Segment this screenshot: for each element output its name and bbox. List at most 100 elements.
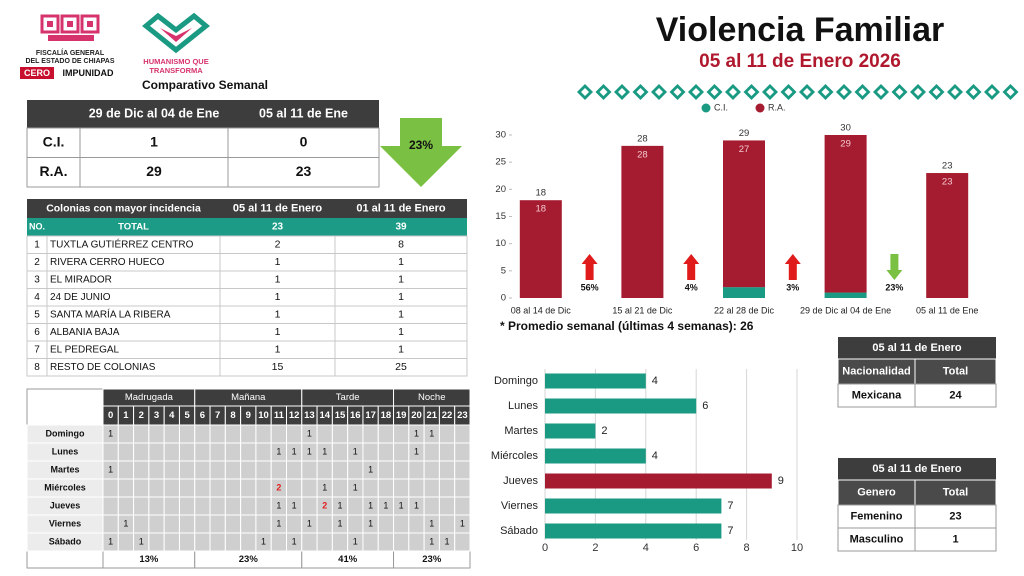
decor-diamond-inner bbox=[581, 88, 589, 96]
column-header-cell bbox=[914, 358, 997, 385]
heat-cell bbox=[347, 514, 364, 534]
heat-count: 1 bbox=[292, 500, 297, 510]
fiscalia-logo bbox=[20, 14, 100, 79]
heat-cell bbox=[163, 478, 180, 498]
hour-label: 10 bbox=[258, 410, 269, 421]
heat-cell bbox=[316, 460, 333, 480]
heat-cell bbox=[163, 460, 180, 480]
total-label: 18 bbox=[536, 188, 547, 199]
cell-value: 25 bbox=[395, 361, 407, 373]
heat-cell bbox=[377, 514, 395, 534]
heat-cell bbox=[224, 424, 242, 444]
table-title: 05 al 11 de Enero bbox=[872, 463, 962, 475]
heat-cell bbox=[194, 478, 211, 498]
heat-cell bbox=[163, 532, 180, 552]
heat-cell bbox=[224, 460, 242, 480]
column-header: 05 al 11 de Enero bbox=[233, 202, 323, 214]
heat-cell bbox=[408, 460, 425, 480]
heat-cell bbox=[423, 442, 440, 462]
heat-cell bbox=[393, 442, 410, 462]
column-header: Total bbox=[943, 486, 968, 498]
change-label: 56% bbox=[581, 282, 599, 292]
decor-diamond-inner bbox=[784, 88, 793, 96]
period-name: Mañana bbox=[231, 392, 266, 403]
day-label: Sábado bbox=[49, 536, 82, 546]
hour-label: 1 bbox=[123, 410, 129, 421]
total-label: TOTAL bbox=[118, 222, 149, 233]
decor-diamond-inner bbox=[710, 88, 719, 96]
heat-cell bbox=[454, 532, 471, 552]
org-line: DEL ESTADO DE CHIAPAS bbox=[25, 58, 114, 65]
bar bbox=[545, 373, 646, 389]
heat-count: 1 bbox=[108, 536, 113, 546]
heat-cell bbox=[377, 532, 395, 552]
value-label: 4 bbox=[652, 375, 658, 387]
heat-cell bbox=[178, 514, 196, 534]
day-label: Domingo bbox=[46, 428, 85, 438]
heat-cell bbox=[194, 424, 211, 444]
heat-cell bbox=[377, 460, 395, 480]
heat-cell bbox=[377, 442, 395, 462]
heat-cell bbox=[255, 478, 272, 498]
heat-cell bbox=[148, 424, 165, 444]
heat-cell bbox=[224, 478, 242, 498]
heat-cell bbox=[286, 514, 303, 534]
total-label: 23 bbox=[942, 161, 953, 172]
page-title: Violencia Familiar bbox=[656, 11, 945, 49]
heat-cell bbox=[209, 532, 226, 552]
heat-count: 1 bbox=[292, 536, 297, 546]
heat-cell bbox=[286, 424, 303, 444]
cell-value: 1 bbox=[150, 133, 158, 149]
decor-diamond-inner bbox=[655, 88, 663, 96]
hour-label: 0 bbox=[108, 410, 113, 421]
column-header: Nacionalidad bbox=[842, 365, 910, 377]
heat-cell bbox=[393, 514, 410, 534]
heat-cell bbox=[454, 442, 471, 462]
x-tick-label: 4 bbox=[643, 542, 649, 554]
heat-count: 1 bbox=[276, 500, 281, 510]
heat-cell bbox=[148, 532, 165, 552]
heat-cell bbox=[209, 478, 226, 498]
legend-label: R.A. bbox=[768, 102, 786, 112]
hour-label: 2 bbox=[139, 410, 144, 421]
colonia-name: RESTO DE COLONIAS bbox=[50, 362, 156, 373]
heat-cell bbox=[178, 424, 196, 444]
heat-cell bbox=[117, 460, 135, 480]
decor-diamond-inner bbox=[932, 88, 941, 96]
heat-cell bbox=[423, 478, 440, 498]
row-no: 5 bbox=[34, 309, 40, 320]
day-label: Miércoles bbox=[44, 482, 86, 492]
heat-cell bbox=[438, 478, 456, 498]
heat-cell bbox=[255, 424, 272, 444]
heat-cell bbox=[117, 532, 135, 552]
decor-diamond-inner bbox=[803, 88, 811, 96]
cell-value: 1 bbox=[952, 533, 958, 545]
x-tick-label: 0 bbox=[542, 542, 548, 554]
heat-cell bbox=[148, 478, 165, 498]
heat-count: 1 bbox=[399, 500, 404, 510]
heat-cell bbox=[194, 442, 211, 462]
segment-label: 18 bbox=[536, 204, 547, 215]
cell-value: 1 bbox=[275, 291, 281, 303]
heat-count: 1 bbox=[338, 500, 343, 510]
heat-cell bbox=[316, 514, 333, 534]
change-arrow bbox=[683, 254, 700, 280]
bar bbox=[545, 423, 596, 439]
category-label: Sábado bbox=[500, 525, 538, 537]
heat-cell bbox=[209, 424, 226, 444]
y-tick-label: 20 bbox=[495, 184, 506, 195]
column-header: 05 al 11 de Ene bbox=[259, 106, 348, 120]
heat-cell bbox=[178, 442, 196, 462]
heat-cell bbox=[286, 478, 303, 498]
heat-count: 2 bbox=[276, 482, 281, 492]
heat-cell bbox=[393, 532, 410, 552]
heat-count: 1 bbox=[429, 518, 434, 528]
heat-count: 1 bbox=[414, 500, 419, 510]
hour-label: 4 bbox=[169, 410, 175, 421]
change-arrow bbox=[886, 254, 903, 280]
category-label: Martes bbox=[504, 425, 538, 437]
segment-label: 23 bbox=[942, 177, 953, 188]
heat-cell bbox=[331, 442, 349, 462]
hour-label: 12 bbox=[289, 410, 300, 421]
bar bbox=[545, 473, 772, 489]
